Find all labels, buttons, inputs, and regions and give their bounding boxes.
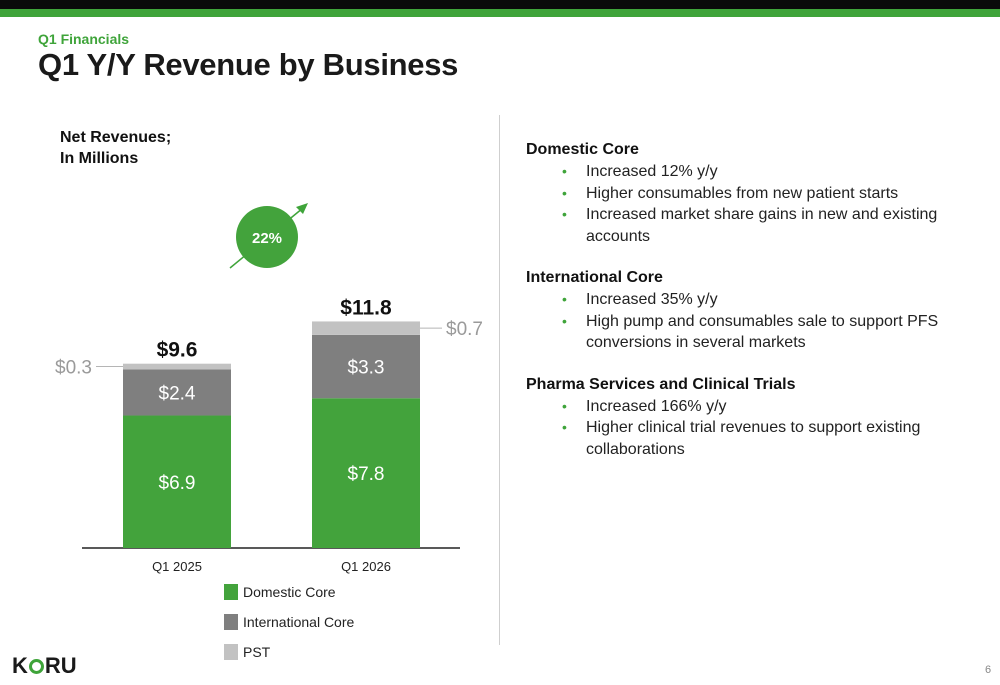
chart-legend: Domestic Core International Core PST [224,584,354,674]
logo-text-left: K [12,653,28,678]
bullet-item: • Increased market share gains in new and… [562,206,938,245]
bullet-item: • High pump and consumables sale to suppo… [562,312,939,352]
bullet-dot-icon: • [562,312,567,329]
top-accent-bar [0,9,1000,17]
legend-swatch [224,614,238,630]
bullet-dot-icon: • [562,184,567,201]
bar-segment-domestic-core [312,398,420,548]
bar-segment-international-core [123,369,231,416]
bullet-item: • Increased 12% y/y [526,161,986,183]
legend-swatch [224,644,238,660]
growth-badge-label: 22% [252,230,282,247]
total-label: $9.6 [157,339,198,362]
growth-badge [236,206,298,268]
bullet-panel: Domestic Core • Increased 12% y/y • Higher… [526,139,986,480]
bar-segment-domestic-core [123,415,231,548]
bullet-item: • Higher consumables from new patient sta… [526,183,986,205]
bullet-item: • Higher clinical trial revenues to suppo… [562,419,921,458]
bullet-item: • Increased 35% y/y [526,289,986,311]
bar-segment-pst [312,321,420,335]
section-label: Q1 Financials [38,31,130,47]
bar-segment-international-core [312,334,420,399]
data-label: $2.4 [159,383,196,404]
legend-label: International Core [243,614,355,630]
data-label: $7.8 [348,464,385,485]
chart-title-line: Net Revenues; [60,129,172,146]
category-label: Q1 2025 [152,559,202,574]
bullet-heading: International Core [526,269,663,286]
bullet-group-international: International Core • Increased 35% y/y • H… [526,267,986,354]
logo-ring-icon [28,658,44,674]
growth-arrowhead-icon [296,203,308,214]
legend-item-pst: PST [224,644,354,660]
bullet-group-domestic: Domestic Core • Increased 12% y/y • Higher… [526,139,986,247]
data-label: $6.9 [159,473,196,494]
page-number: 6 [985,664,992,676]
company-logo: K RU [12,653,77,679]
logo-text-right: RU [44,653,77,678]
bullet-dot-icon: • [562,397,567,414]
revenue-bar-chart: $6.9 $2.4 $0.3 $9.6 Q1 2025 $7.8 $3.3 $0.7 $11.8… [55,203,483,574]
bullet-dot-icon: • [562,419,567,435]
bar-segment-pst [123,363,231,370]
bullet-heading: Pharma Services and Clinical Trials [526,375,796,393]
chart-title: Net Revenues; In Millions [60,127,171,169]
bullet-heading: Domestic Core [526,141,639,158]
data-label: $3.3 [348,358,385,379]
total-label: $11.8 [340,296,392,319]
legend-item-international: International Core [224,614,354,630]
legend-item-domestic: Domestic Core [224,584,354,600]
category-label: Q1 2026 [341,559,391,574]
column-divider [499,115,500,645]
data-label: $0.7 [446,319,483,340]
bullet-group-pharma: Pharma Services and Clinical Trials • Inc… [526,374,986,461]
bullet-item: • Increased 166% y/y [526,396,986,418]
bullet-dot-icon: • [562,163,567,179]
chart-title-line: In Millions [60,150,139,167]
page-title: Q1 Y/Y Revenue by Business [38,47,459,82]
data-label: $0.3 [55,358,92,379]
top-bar [0,0,1000,9]
legend-swatch [224,584,238,600]
bullet-dot-icon: • [562,291,567,307]
legend-label: PST [243,644,271,660]
bullet-dot-icon: • [562,206,567,222]
legend-label: Domestic Core [243,584,336,600]
